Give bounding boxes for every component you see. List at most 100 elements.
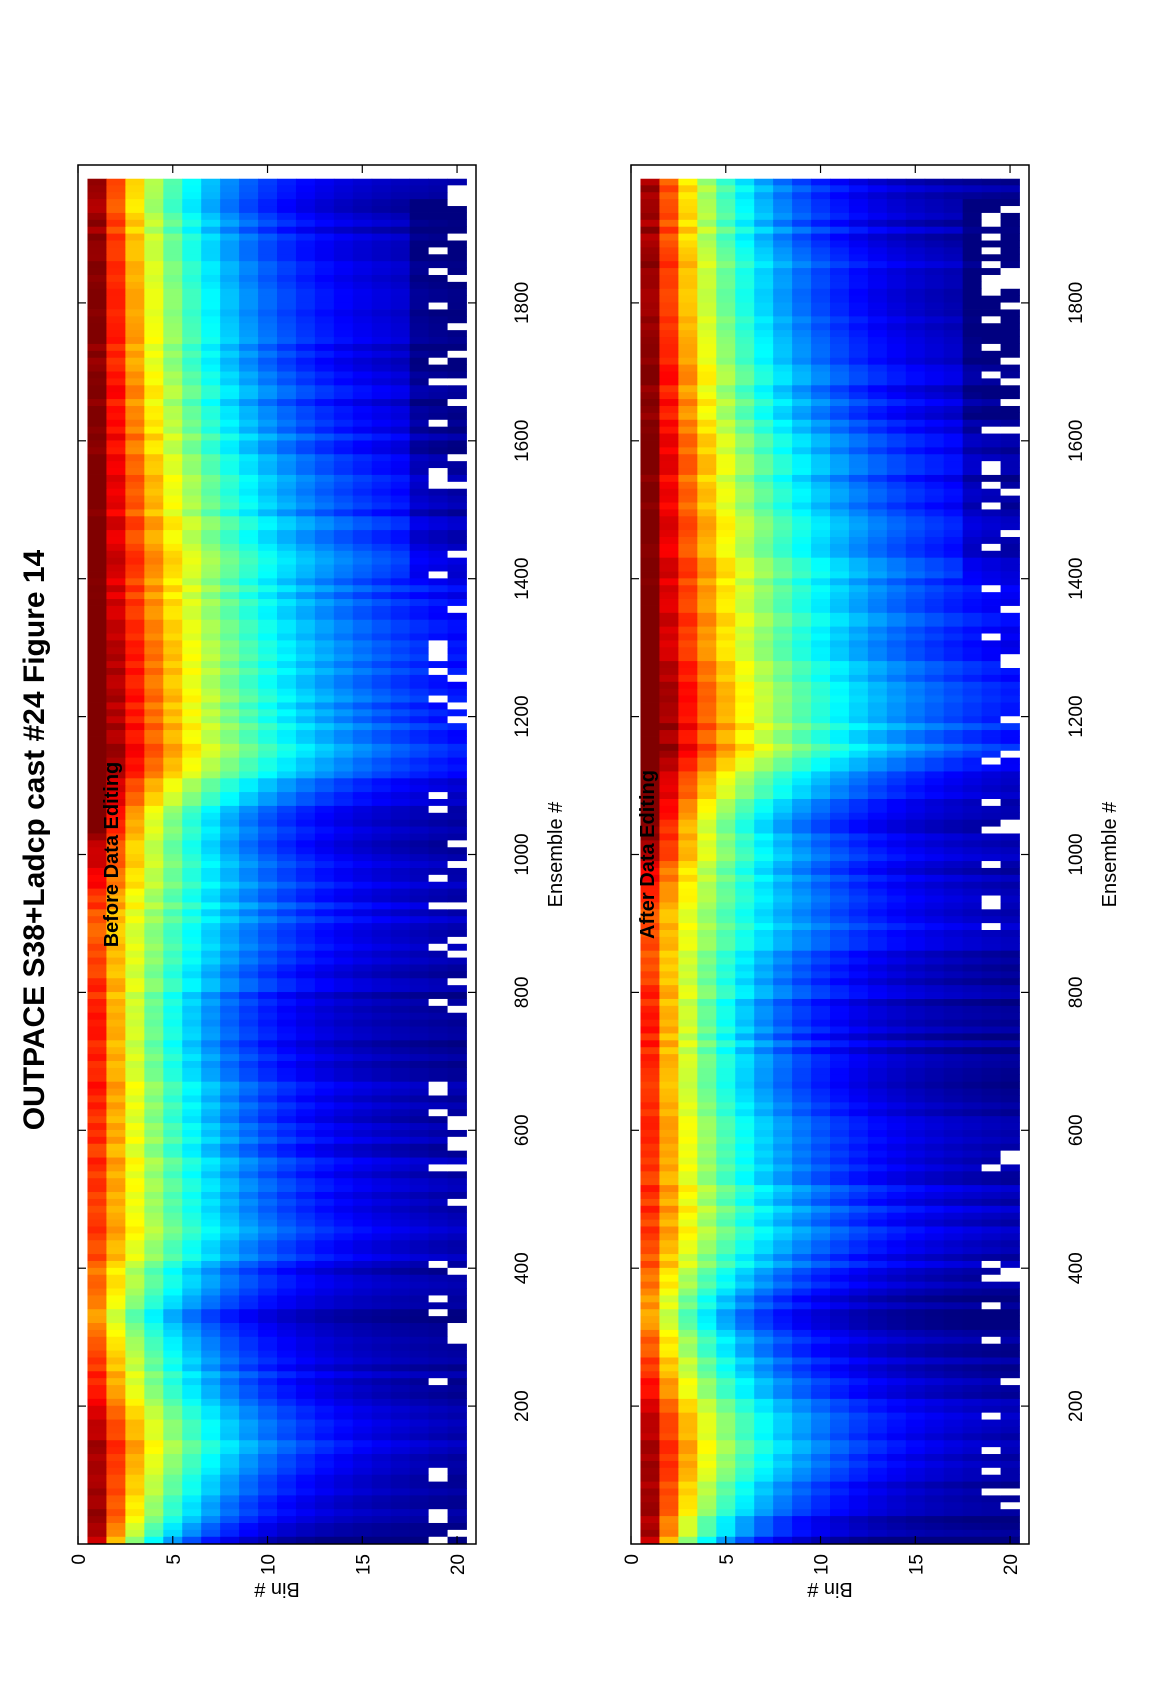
heatmap-cell bbox=[410, 1281, 429, 1288]
heatmap-cell bbox=[296, 1102, 315, 1109]
heatmap-cell bbox=[106, 1212, 125, 1219]
heatmap-cell bbox=[678, 1433, 697, 1440]
heatmap-cell bbox=[334, 426, 353, 433]
heatmap-cell bbox=[982, 1481, 1001, 1488]
heatmap-cell bbox=[353, 419, 372, 426]
heatmap-cell bbox=[239, 461, 258, 468]
heatmap-cell bbox=[334, 1109, 353, 1116]
heatmap-cell bbox=[659, 1523, 678, 1530]
heatmap-cell bbox=[125, 530, 144, 537]
heatmap-cell bbox=[201, 592, 220, 599]
heatmap-cell bbox=[391, 868, 410, 875]
heatmap-cell bbox=[410, 1026, 429, 1033]
heatmap-cell bbox=[410, 723, 429, 730]
heatmap-cell bbox=[87, 1343, 106, 1350]
heatmap-cell bbox=[448, 1150, 467, 1157]
heatmap-cell bbox=[372, 1281, 391, 1288]
heatmap-cell bbox=[296, 219, 315, 226]
heatmap-cell bbox=[258, 833, 277, 840]
heatmap-cell bbox=[125, 826, 144, 833]
heatmap-cell bbox=[868, 1350, 887, 1357]
heatmap-cell bbox=[410, 792, 429, 799]
heatmap-cell bbox=[1001, 1523, 1020, 1530]
heatmap-cell bbox=[315, 1330, 334, 1337]
heatmap-cell bbox=[296, 1005, 315, 1012]
heatmap-cell bbox=[182, 1254, 201, 1261]
heatmap-cell bbox=[201, 1364, 220, 1371]
heatmap-cell bbox=[372, 750, 391, 757]
heatmap-cell bbox=[830, 1467, 849, 1474]
heatmap-cell bbox=[963, 1302, 982, 1309]
heatmap-cell bbox=[182, 674, 201, 681]
heatmap-cell bbox=[887, 1523, 906, 1530]
heatmap-cell bbox=[201, 1536, 220, 1543]
heatmap-cell bbox=[963, 1288, 982, 1295]
heatmap-cell bbox=[315, 350, 334, 357]
heatmap-cell bbox=[182, 406, 201, 413]
heatmap-cell bbox=[716, 1364, 735, 1371]
heatmap-cell bbox=[353, 612, 372, 619]
heatmap-cell bbox=[277, 895, 296, 902]
heatmap-cell bbox=[182, 1192, 201, 1199]
heatmap-cell bbox=[372, 295, 391, 302]
heatmap-cell bbox=[773, 1267, 792, 1274]
heatmap-cell bbox=[353, 833, 372, 840]
heatmap-cell bbox=[410, 709, 429, 716]
heatmap-cell bbox=[391, 888, 410, 895]
heatmap-cell bbox=[277, 1357, 296, 1364]
heatmap-cell bbox=[201, 1392, 220, 1399]
heatmap-cell bbox=[239, 647, 258, 654]
heatmap-cell bbox=[201, 1081, 220, 1088]
heatmap-cell bbox=[334, 916, 353, 923]
heatmap-cell bbox=[315, 909, 334, 916]
heatmap-cell bbox=[410, 1467, 429, 1474]
heatmap-cell bbox=[106, 599, 125, 606]
heatmap-cell bbox=[258, 330, 277, 337]
heatmap-cell bbox=[410, 764, 429, 771]
heatmap-cell bbox=[391, 1461, 410, 1468]
heatmap-cell bbox=[735, 1233, 754, 1240]
heatmap-cell bbox=[697, 1330, 716, 1337]
heatmap-cell bbox=[906, 1371, 925, 1378]
heatmap-cell bbox=[87, 1012, 106, 1019]
heatmap-cell bbox=[830, 1433, 849, 1440]
heatmap-cell bbox=[315, 1502, 334, 1509]
heatmap-cell bbox=[182, 337, 201, 344]
heatmap-cell bbox=[106, 488, 125, 495]
heatmap-cell bbox=[277, 461, 296, 468]
heatmap-cell bbox=[887, 1398, 906, 1405]
heatmap-cell bbox=[239, 1047, 258, 1054]
heatmap-cell bbox=[1001, 1330, 1020, 1337]
heatmap-cell bbox=[296, 337, 315, 344]
heatmap-cell bbox=[87, 406, 106, 413]
heatmap-cell bbox=[144, 812, 163, 819]
y-tick-label: 10 bbox=[259, 1554, 280, 1575]
heatmap-cell bbox=[125, 1047, 144, 1054]
heatmap-cell bbox=[87, 206, 106, 213]
heatmap-cell bbox=[372, 1171, 391, 1178]
heatmap-cell bbox=[410, 1488, 429, 1495]
heatmap-cell bbox=[125, 819, 144, 826]
heatmap-cell bbox=[353, 1102, 372, 1109]
heatmap-cell bbox=[125, 1343, 144, 1350]
heatmap-cell bbox=[315, 433, 334, 440]
heatmap-cell bbox=[735, 1267, 754, 1274]
heatmap-cell bbox=[87, 261, 106, 268]
heatmap-cell bbox=[334, 1371, 353, 1378]
heatmap-cell bbox=[372, 778, 391, 785]
heatmap-cell bbox=[163, 1398, 182, 1405]
heatmap-cell bbox=[201, 495, 220, 502]
heatmap-cell bbox=[429, 502, 448, 509]
heatmap-cell bbox=[220, 1019, 239, 1026]
heatmap-cell bbox=[448, 957, 467, 964]
heatmap-cell bbox=[334, 1392, 353, 1399]
x-tick-label: 1800 bbox=[512, 282, 533, 324]
heatmap-cell bbox=[391, 344, 410, 351]
heatmap-cell bbox=[144, 599, 163, 606]
heatmap-cell bbox=[106, 571, 125, 578]
heatmap-cell bbox=[163, 1019, 182, 1026]
heatmap-cell bbox=[220, 1364, 239, 1371]
heatmap-cell bbox=[982, 1461, 1001, 1468]
heatmap-cell bbox=[125, 978, 144, 985]
heatmap-cell bbox=[849, 1523, 868, 1530]
